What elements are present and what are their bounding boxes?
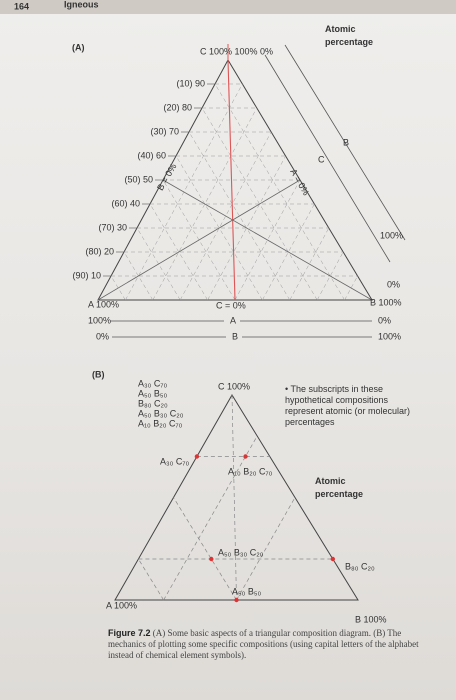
page-number: 164 [14,1,29,11]
bottom-label: 100% [88,315,111,325]
composition: A₁₀ B₂₀ C₇₀ [138,418,183,428]
grid-line [179,131,272,301]
composition: B₈₀ C₂₀ [138,398,168,408]
point-label: A₃₀ C₇₀ [160,456,189,466]
scale-label: (40) 60 [137,150,166,160]
grid-line [123,251,154,301]
caption: Figure 7.2 (A) Some basic aspects of a t… [108,628,428,661]
ternary-b [114,394,359,603]
arrow [264,54,391,263]
grid-line [188,131,291,301]
note: • The subscripts in these hypothetical c… [285,384,411,427]
grid-line [344,275,358,301]
bottom-label: B 100% [370,297,402,307]
grid-line [201,107,318,301]
composition-point [234,597,239,603]
panel-label: (A) [72,42,85,52]
edge-label: C [318,154,325,164]
grid-line [110,275,126,301]
arrow [284,44,406,241]
line-label: A = 0% [288,167,311,197]
guide-line [138,558,164,601]
axis-title-2: Atomic percentage [315,476,363,499]
composition: A₃₀ C₇₀ [138,378,167,388]
line-label: B = 0% [155,162,178,192]
guide-line [231,394,237,601]
running-title: Igneous [64,0,99,9]
grid-line [207,155,286,301]
median [227,59,236,301]
grid-line [316,251,344,301]
bottom-label: A [230,315,236,325]
composition: A₅₀ B₅₀ [138,388,167,398]
apex-label: C 100% [218,381,250,391]
bottom-label: 100% [378,331,401,341]
apex-label: C 100% 100% 0% [200,46,273,56]
axis-title-1: Atomic percentage [325,24,373,47]
grid-line [162,179,236,301]
base-label: A 100% [106,600,137,610]
right-label: 0% [387,279,400,289]
scale-label: (30) 70 [150,126,179,136]
scale-label: (50) 50 [124,174,153,184]
point-label: A₁₀ B₂₀ C₇₀ [228,466,273,476]
point-label: B₈₀ C₂₀ [345,561,375,571]
note-text: The subscripts in these hypothetical com… [285,384,411,427]
composition-point [243,454,248,459]
bottom-label: C = 0% [216,300,246,310]
guide-line [163,435,258,601]
bottom-label: B [232,331,238,341]
composition-point [209,556,214,562]
scale-label: (60) 40 [111,198,140,208]
edge-label: B [343,137,349,147]
ternary-grid-a [97,44,406,301]
point-label: A₅₀ B₃₀ C₂₀ [218,547,264,557]
bottom-label: 0% [96,331,109,341]
right-label: 100% [380,230,403,240]
guide-line [173,497,237,601]
scale-label: (90) 10 [72,270,101,280]
grid-line [149,203,208,301]
composition-point [330,556,335,562]
scale-label: (20) 80 [163,102,192,112]
composition-point [194,454,200,459]
panel-label: (B) [92,369,105,379]
composition: A₅₀ B₃₀ C₂₀ [138,408,184,418]
bottom-label: A 100% [88,299,119,309]
bottom-label: 0% [378,315,391,325]
median [162,179,373,301]
guide-line [236,497,296,601]
point-label: A₅₀ B₅₀ [232,586,261,596]
grid-line [234,179,301,301]
scale-label: (70) 30 [98,222,127,232]
caption-text: (A) Some basic aspects of a triangular c… [108,628,419,660]
caption-label: Figure 7.2 [108,628,151,638]
scale-label: (80) 20 [85,246,114,256]
grid-line [152,107,258,301]
median [97,179,301,301]
header-band [0,0,456,14]
scale-label: (10) 90 [176,78,205,88]
base-label: B 100% [355,614,387,624]
